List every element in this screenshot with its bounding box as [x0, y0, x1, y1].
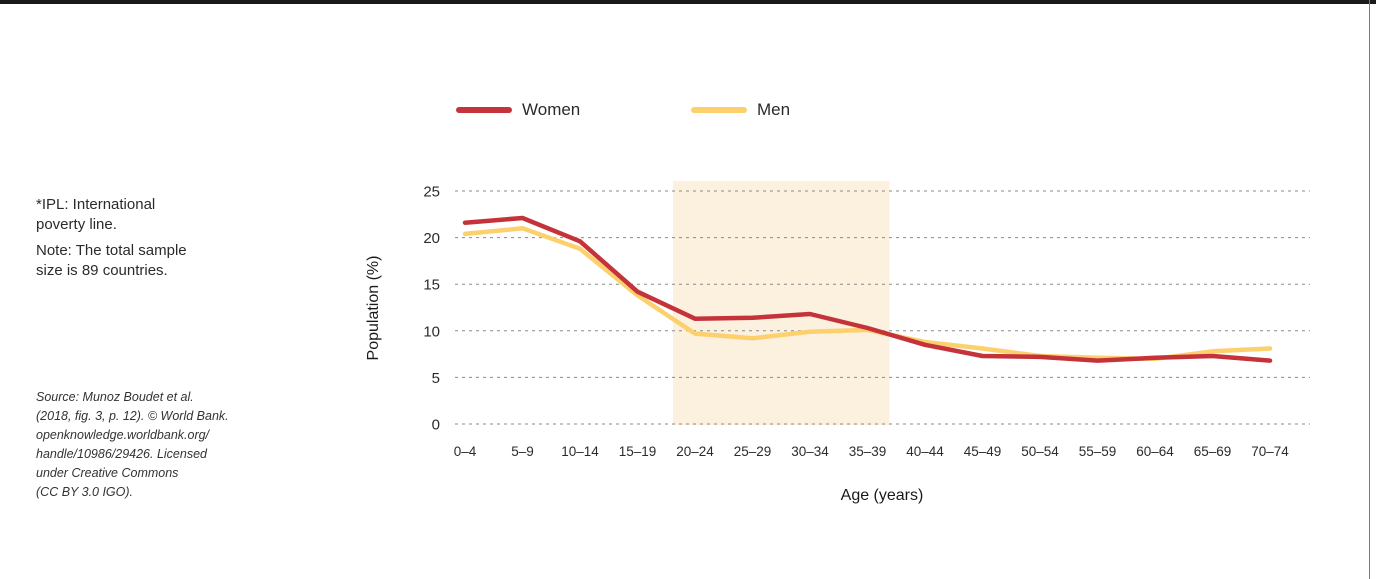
legend-swatch-women	[456, 107, 512, 113]
x-tick-label: 10–14	[561, 444, 599, 459]
y-tick-label: 25	[423, 184, 440, 201]
x-tick-label: 0–4	[454, 444, 477, 459]
top-border	[0, 0, 1376, 4]
source-line: (2018, fig. 3, p. 12). © World Bank.	[36, 409, 229, 423]
side-notes: *IPL: International poverty line. Note: …	[36, 195, 236, 287]
source-line: (CC BY 3.0 IGO).	[36, 485, 134, 499]
x-tick-label: 5–9	[511, 444, 534, 459]
y-axis-title: Population (%)	[365, 256, 382, 361]
x-tick-label: 55–59	[1079, 444, 1117, 459]
source-line: Source: Munoz Boudet et al.	[36, 390, 194, 404]
x-tick-label: 25–29	[734, 444, 772, 459]
x-axis-title: Age (years)	[841, 487, 924, 504]
y-tick-label: 15	[423, 277, 440, 294]
x-tick-label: 35–39	[849, 444, 887, 459]
x-tick-label: 70–74	[1251, 444, 1289, 459]
y-tick-label: 10	[423, 323, 440, 340]
source-line: handle/10986/29426. Licensed	[36, 447, 207, 461]
x-tick-label: 40–44	[906, 444, 944, 459]
ipl-note-line: poverty line.	[36, 216, 117, 233]
x-tick-label: 45–49	[964, 444, 1002, 459]
series-line-women	[462, 215, 1273, 363]
legend-label-women: Women	[522, 100, 581, 119]
sample-note-line: Note: The total sample	[36, 242, 187, 259]
source-note: Source: Munoz Boudet et al. (2018, fig. …	[36, 388, 241, 502]
legend-item-women: Women	[456, 100, 580, 120]
legend-item-men: Men	[691, 100, 790, 120]
x-tick-label: 30–34	[791, 444, 829, 459]
right-border	[1369, 0, 1370, 579]
y-tick-label: 0	[432, 417, 440, 434]
sample-note: Note: The total sample size is 89 countr…	[36, 241, 236, 281]
x-tick-label: 15–19	[619, 444, 657, 459]
y-tick-label: 5	[432, 370, 440, 387]
legend-swatch-men	[691, 107, 747, 113]
legend-label-men: Men	[757, 100, 791, 119]
sample-note-line: size is 89 countries.	[36, 262, 168, 279]
x-tick-label: 20–24	[676, 444, 714, 459]
y-tick-label: 20	[423, 230, 440, 247]
ipl-note-line: *IPL: International	[36, 196, 156, 213]
ipl-note: *IPL: International poverty line.	[36, 195, 236, 235]
highlight-band	[673, 181, 890, 425]
x-tick-label: 50–54	[1021, 444, 1059, 459]
x-tick-label: 60–64	[1136, 444, 1174, 459]
source-line: openknowledge.worldbank.org/	[36, 428, 210, 442]
source-line: under Creative Commons	[36, 466, 179, 480]
x-tick-label: 65–69	[1194, 444, 1232, 459]
